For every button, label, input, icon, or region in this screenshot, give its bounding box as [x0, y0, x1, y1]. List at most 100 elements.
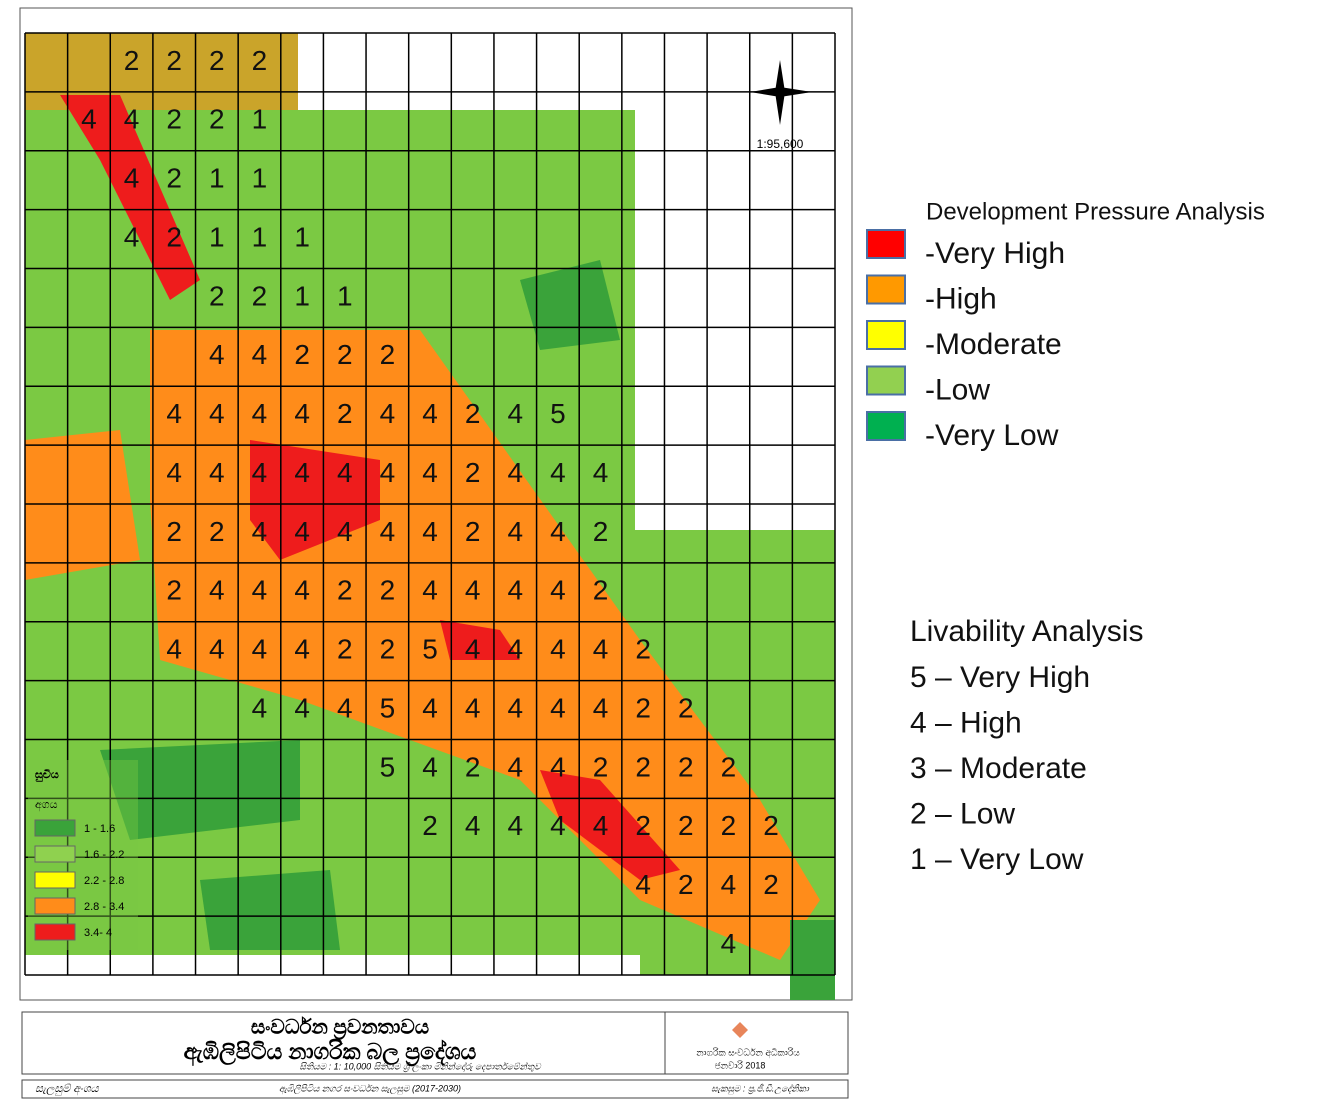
- cell-value: 4: [593, 634, 609, 665]
- cell-value: 4: [294, 634, 310, 665]
- cell-value: 2: [721, 751, 737, 782]
- cell-value: 4: [294, 457, 310, 488]
- cell-value: 4: [209, 634, 225, 665]
- cell-value: 4: [422, 575, 438, 606]
- cell-value: 4: [252, 339, 268, 370]
- pressure-legend-title: Development Pressure Analysis: [926, 198, 1265, 225]
- cell-value: 2: [593, 516, 609, 547]
- pressure-swatch: [867, 321, 905, 349]
- agency: නාගරික සංවර්ධන අධිකාරිය: [696, 1047, 800, 1058]
- cell-value: 4: [252, 398, 268, 429]
- cell-value: 1: [337, 280, 353, 311]
- cell-value: 2: [635, 692, 651, 723]
- cell-value: 4: [209, 339, 225, 370]
- pressure-label: -High: [925, 282, 997, 315]
- cell-value: 2: [337, 575, 353, 606]
- cell-value: 4: [465, 692, 481, 723]
- page: 2222442214211421112211442224444244245444…: [0, 0, 1340, 1108]
- cell-value: 2: [678, 751, 694, 782]
- cell-value: 2: [763, 869, 779, 900]
- cell-value: 2: [763, 810, 779, 841]
- cell-value: 4: [337, 516, 353, 547]
- cell-value: 1: [209, 221, 225, 252]
- cell-value: 4: [507, 751, 523, 782]
- inset-label: 1 - 1.6: [84, 823, 115, 835]
- cell-value: 4: [337, 457, 353, 488]
- pressure-swatch: [867, 230, 905, 258]
- cell-value: 4: [252, 692, 268, 723]
- cell-value: 4: [252, 575, 268, 606]
- inset-label: 2.8 - 3.4: [84, 901, 124, 913]
- livability-label: 2 – Low: [910, 797, 1015, 830]
- cell-value: 2: [422, 810, 438, 841]
- pressure-label: -Very Low: [925, 419, 1059, 452]
- cell-value: 4: [422, 398, 438, 429]
- cell-value: 2: [209, 280, 225, 311]
- cell-value: 2: [252, 45, 268, 76]
- pressure-label: -Low: [925, 373, 990, 406]
- cell-value: 4: [465, 810, 481, 841]
- cell-value: 2: [465, 398, 481, 429]
- cell-value: 4: [380, 457, 396, 488]
- cell-value: 1: [252, 163, 268, 194]
- cell-value: 2: [337, 398, 353, 429]
- cell-value: 4: [507, 692, 523, 723]
- cell-value: 4: [593, 810, 609, 841]
- cell-value: 1: [294, 221, 310, 252]
- cell-value: 5: [550, 398, 566, 429]
- cell-value: 5: [380, 751, 396, 782]
- cell-value: 4: [422, 751, 438, 782]
- cell-value: 2: [380, 634, 396, 665]
- source: සිතියම : 1: 10,000 සිතියම ශ්‍රී ලංකා මින…: [299, 1061, 542, 1072]
- cell-value: 4: [507, 398, 523, 429]
- cell-value: 4: [81, 104, 97, 135]
- cell-value: 4: [252, 457, 268, 488]
- livability-label: 5 – Very High: [910, 661, 1090, 694]
- cell-value: 4: [550, 751, 566, 782]
- footer-center: ඇඹිලිපිටිය නගර සංවර්ධන සැලසුම (2017-2030…: [279, 1083, 461, 1094]
- cell-value: 4: [252, 634, 268, 665]
- cell-value: 2: [635, 810, 651, 841]
- pressure-label: -Very High: [925, 237, 1065, 270]
- cell-value: 4: [294, 575, 310, 606]
- cell-value: 2: [678, 692, 694, 723]
- cell-value: 4: [124, 221, 140, 252]
- inset-legend-title: සුචිය: [35, 768, 59, 782]
- map-figure: 2222442214211421112211442224444244245444…: [0, 0, 1340, 1108]
- cell-value: 5: [422, 634, 438, 665]
- title: සංවර්ධන ප්‍රවනතාවය: [251, 1015, 429, 1041]
- cell-value: 4: [294, 692, 310, 723]
- cell-value: 2: [635, 634, 651, 665]
- cell-value: 4: [550, 634, 566, 665]
- inset-label: 3.4- 4: [84, 927, 112, 939]
- cell-value: 2: [635, 751, 651, 782]
- cell-value: 4: [337, 692, 353, 723]
- cell-value: 4: [550, 575, 566, 606]
- cell-value: 2: [337, 339, 353, 370]
- cell-value: 4: [166, 457, 182, 488]
- cell-value: 2: [209, 45, 225, 76]
- cell-value: 2: [465, 516, 481, 547]
- cell-value: 4: [124, 163, 140, 194]
- cell-value: 4: [209, 398, 225, 429]
- cell-value: 2: [166, 45, 182, 76]
- cell-value: 2: [209, 516, 225, 547]
- cell-value: 2: [166, 104, 182, 135]
- cell-value: 2: [678, 810, 694, 841]
- pressure-label: -Moderate: [925, 328, 1062, 361]
- cell-value: 2: [124, 45, 140, 76]
- livability-label: 3 – Moderate: [910, 752, 1087, 785]
- cell-value: 4: [380, 398, 396, 429]
- pressure-swatch: [867, 367, 905, 395]
- date: ජනවාරි 2018: [715, 1060, 766, 1070]
- cell-value: 1: [252, 104, 268, 135]
- cell-value: 4: [635, 869, 651, 900]
- cell-value: 4: [465, 634, 481, 665]
- cell-value: 2: [465, 751, 481, 782]
- cell-value: 2: [678, 869, 694, 900]
- scale: 1:95,600: [757, 137, 804, 151]
- inset-legend: සුචිය අගය 1 - 1.61.6 - 2.22.2 - 2.82.8 -…: [28, 760, 138, 950]
- cell-value: 4: [507, 810, 523, 841]
- cell-value: 1: [209, 163, 225, 194]
